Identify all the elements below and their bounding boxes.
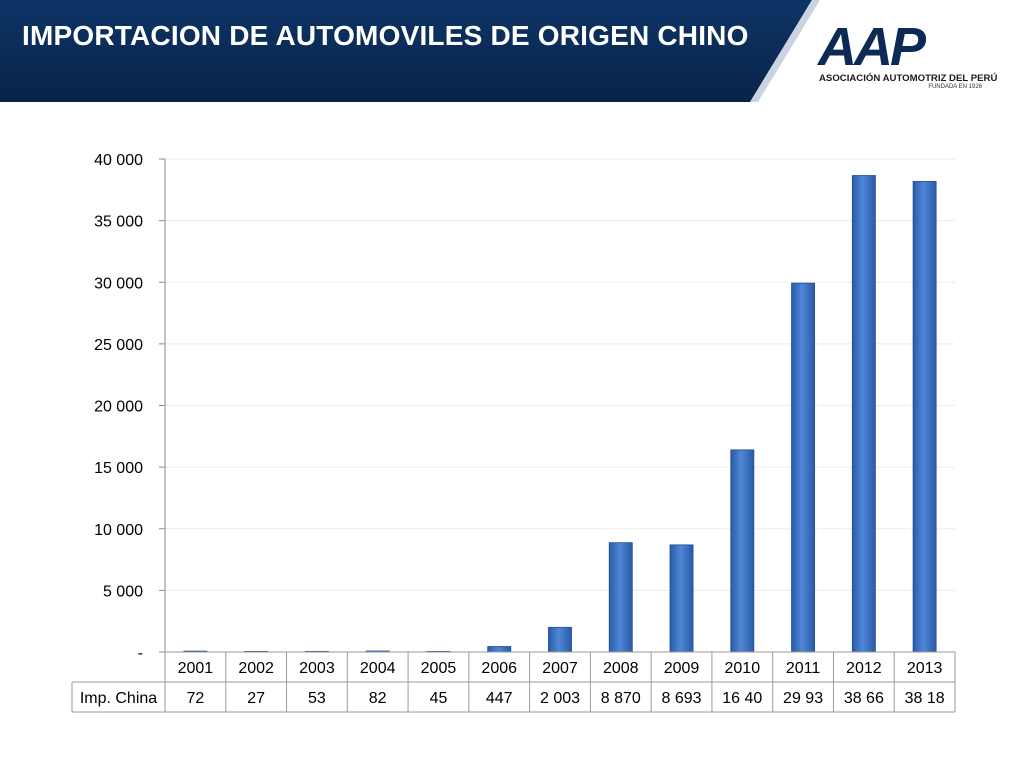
y-tick-label: 15 000 <box>94 460 143 477</box>
x-category-label: 2005 <box>421 660 457 677</box>
bar-2010 <box>730 449 755 653</box>
x-category-label: 2011 <box>786 660 821 677</box>
logo-name: ASOCIACIÓN AUTOMOTRIZ DEL PERÚ <box>819 73 998 84</box>
bars <box>183 175 937 653</box>
data-value-label: 45 <box>430 690 448 707</box>
bar-2006 <box>487 646 512 653</box>
x-category-label: 2010 <box>725 660 761 677</box>
x-category-label: 2007 <box>542 660 578 677</box>
y-tick-label: 40 000 <box>94 152 143 169</box>
x-category-label: 2008 <box>603 660 639 677</box>
y-tick-label: 35 000 <box>94 214 143 231</box>
bar-2011 <box>791 282 816 653</box>
bar-2013 <box>912 181 937 653</box>
x-category-label: 2013 <box>907 660 943 677</box>
aap-logo: AAP ASOCIACIÓN AUTOMOTRIZ DEL PERÚ FUNDA… <box>816 17 998 100</box>
bar-2009 <box>669 544 694 653</box>
logo-founded: FUNDADA EN 1926 <box>928 84 982 90</box>
bar-2007 <box>548 626 572 653</box>
data-table: 2001 72 2002 27 2003 53 2004 82 2005 45 2006 447 200… <box>71 651 956 713</box>
data-value-label: 8 693 <box>662 690 702 707</box>
data-value-label: 53 <box>308 690 326 707</box>
data-value-label: 447 <box>486 690 513 707</box>
x-category-label: 2009 <box>664 660 700 677</box>
y-tick-label: 30 000 <box>94 275 143 292</box>
series-name-label: Imp. China <box>80 690 157 707</box>
data-value-label: 38 66 <box>844 690 884 707</box>
page-title: IMPORTACION DE AUTOMOVILES DE ORIGEN CHI… <box>22 20 749 51</box>
data-value-label: 8 870 <box>601 690 641 707</box>
bar-2008 <box>608 542 633 653</box>
x-category-label: 2012 <box>846 660 882 677</box>
logo-mark: AAP <box>818 17 926 77</box>
y-tick-label: 20 000 <box>94 399 143 416</box>
data-value-label: 38 18 <box>905 690 945 707</box>
y-tick-label: 5 000 <box>103 583 143 600</box>
data-value-label: 2 003 <box>540 690 580 707</box>
data-value-label: 82 <box>369 690 387 707</box>
x-category-label: 2001 <box>178 660 214 677</box>
gridlines <box>165 158 955 591</box>
x-category-label: 2003 <box>299 660 335 677</box>
x-category-label: 2006 <box>481 660 517 677</box>
data-value-label: 16 40 <box>722 690 762 707</box>
y-axis: - 5 000 10 000 15 000 20 000 25 000 30 000 35 0… <box>94 152 166 662</box>
bar-2012 <box>851 175 876 653</box>
y-tick-label: 10 000 <box>94 522 143 539</box>
y-tick-label: 25 000 <box>94 337 143 354</box>
data-value-label: 29 93 <box>783 690 823 707</box>
x-category-label: 2002 <box>238 660 274 677</box>
x-category-label: 2004 <box>360 660 396 677</box>
header-band <box>0 0 820 102</box>
y-tick-label: - <box>138 645 143 662</box>
data-value-label: 27 <box>247 690 265 707</box>
data-value-label: 72 <box>186 690 204 707</box>
